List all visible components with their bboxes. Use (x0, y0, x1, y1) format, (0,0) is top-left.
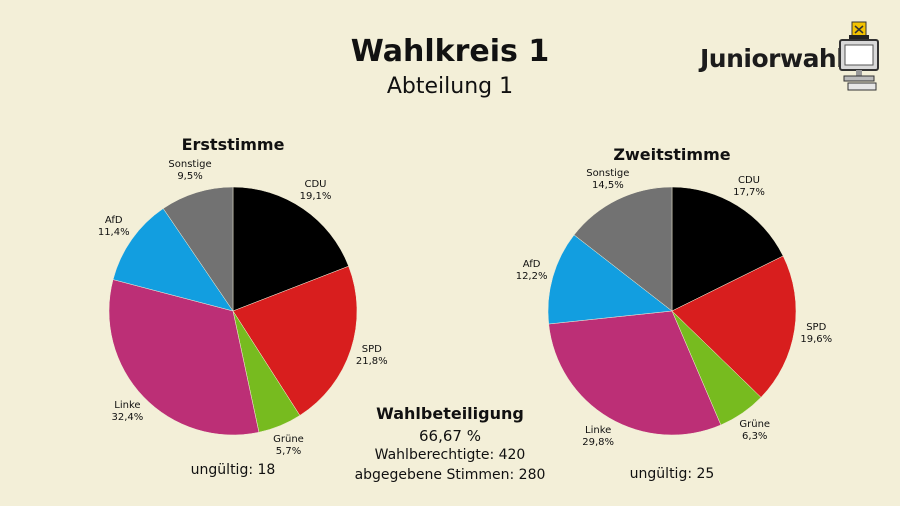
chart-title-erststimme: Erststimme (181, 135, 285, 154)
slice-label: Linke 29,8% (582, 425, 614, 449)
slice-label: Linke 32,4% (112, 400, 144, 424)
slice-label-value: 29,8% (582, 436, 615, 448)
slice-label: AfD 12,2% (516, 259, 548, 283)
slice-label-name: AfD (104, 214, 123, 226)
turnout-cast: abgegebene Stimmen: 280 (354, 467, 546, 483)
slice-label-value: 19,1% (299, 190, 332, 202)
slice-label-name: CDU (737, 174, 760, 186)
pie-slice-sonstige (162, 186, 234, 312)
slice-label-value: 6,3% (742, 431, 768, 443)
slice-label-value: 17,7% (733, 186, 765, 198)
slice-label-value: 5,7% (275, 446, 302, 458)
slice-label-value: 11,4% (97, 226, 130, 238)
turnout-title: Wahlbeteiligung (376, 404, 524, 423)
slice-label-name: Sonstige (168, 159, 212, 171)
chart-title-zweitstimme: Zweitstimme (613, 145, 731, 164)
slice-label-name: Grüne (739, 419, 771, 431)
slice-label-name: Linke (114, 399, 141, 411)
invalid-votes-erststimme: ungültig: 18 (190, 462, 276, 478)
slice-label-value: 32,4% (111, 411, 144, 423)
slice-label-value: 14,5% (591, 179, 624, 191)
pie-slice-cdu (232, 186, 349, 312)
slice-label: Grüne 6,3% (739, 419, 770, 443)
slice-label-name: AfD (522, 258, 541, 270)
juniorwahl-logo: Juniorwahl (700, 21, 890, 106)
slice-label-name: Linke (585, 424, 612, 436)
slice-label: Grüne 5,7% (273, 434, 304, 458)
invalid-votes-zweitstimme: ungültig: 25 (629, 466, 715, 482)
pie-slice-spd (232, 265, 358, 416)
slice-label: CDU 17,7% (733, 175, 765, 199)
slice-label-value: 9,5% (177, 171, 203, 183)
computer-ballot-icon (839, 21, 879, 91)
slice-label: SPD 21,8% (356, 344, 388, 368)
turnout-rate: 66,67 % (419, 427, 481, 445)
page-title: Wahlkreis 1 (350, 34, 550, 69)
pie-slice-sonstige (573, 186, 673, 312)
slice-label-name: SPD (806, 321, 827, 333)
pie-slice-cdu (671, 186, 784, 312)
slice-label-name: Grüne (273, 434, 304, 446)
slice-label: Sonstige 9,5% (168, 159, 211, 183)
slice-label: AfD 11,4% (98, 215, 130, 239)
pie-slice-afd (547, 234, 673, 325)
slice-label-value: 12,2% (515, 270, 548, 282)
slice-label: CDU 19,1% (300, 179, 332, 203)
slice-label: SPD 19,6% (800, 322, 832, 346)
slice-label-name: SPD (361, 344, 382, 356)
slice-label: Sonstige 14,5% (586, 168, 629, 192)
slice-label-name: Sonstige (586, 167, 630, 179)
page-subtitle: Abteilung 1 (386, 74, 514, 99)
logo-text: Juniorwahl (700, 44, 845, 73)
pie-slice-linke (548, 310, 722, 436)
slice-label-name: CDU (304, 178, 327, 190)
pie-slice-spd (671, 255, 797, 398)
slice-label-value: 21,8% (355, 356, 388, 368)
slice-label-value: 19,6% (800, 333, 833, 345)
turnout-eligible: Wahlberechtigte: 420 (374, 447, 526, 463)
pie-slice-linke (108, 279, 260, 436)
pie-slice-afd (112, 208, 234, 312)
